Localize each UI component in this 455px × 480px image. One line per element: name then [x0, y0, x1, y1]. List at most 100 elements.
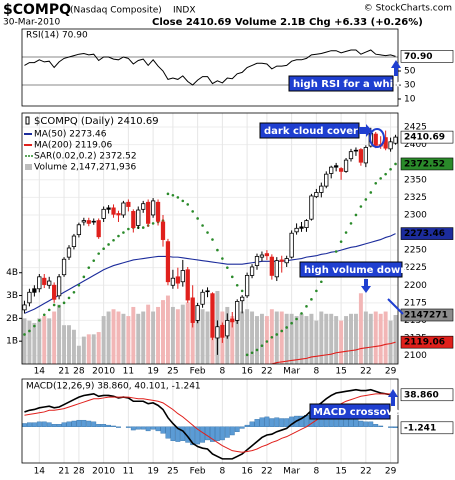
volume-bar [245, 309, 250, 364]
histogram-bar [373, 424, 379, 427]
volume-bar [274, 311, 279, 364]
sar-dot [354, 213, 358, 217]
sar-dot [57, 305, 61, 308]
volume-bar [131, 306, 136, 364]
sar-dot [87, 266, 91, 269]
candle-body [66, 247, 72, 258]
volume-bar [151, 311, 156, 364]
y-tick-label: 2425 [404, 123, 427, 133]
candle-body [205, 290, 210, 293]
legend-title: $COMPQ (Daily) 2410.69 [34, 116, 159, 127]
sar-dot [255, 348, 259, 352]
histogram-bar [363, 421, 369, 427]
x-tick-label: 16 [241, 467, 253, 477]
candle-body [284, 258, 289, 264]
x-tick-label: 14 [34, 467, 46, 477]
sar-dot [226, 266, 229, 269]
volume-bar [106, 311, 111, 364]
sar-dot [344, 231, 348, 234]
sar-dot [72, 290, 76, 294]
annotation-macd: MACD crossover [309, 389, 405, 420]
candle-body [334, 165, 339, 168]
histogram-bar [26, 422, 32, 427]
sar-dot [364, 198, 368, 201]
candle-body [52, 284, 57, 300]
sar-dot [230, 275, 234, 279]
volume-bar [116, 311, 121, 364]
candle-body [358, 149, 364, 163]
macd-line [24, 388, 396, 460]
sar-dot [310, 298, 313, 301]
sar-dot [379, 177, 382, 180]
volume-bar [353, 313, 358, 364]
candle-body [210, 293, 215, 338]
candle-body [91, 220, 96, 223]
candle-body [319, 185, 324, 193]
histogram-bar [81, 419, 87, 427]
x-tick-label: 8 [314, 367, 320, 377]
volume-tick-label: 3B [6, 291, 18, 301]
volume-bar [339, 320, 344, 364]
sar-dot [77, 283, 81, 287]
histogram-bar [190, 426, 196, 446]
volume-bar [373, 311, 378, 364]
x-tick-label: 19 [147, 367, 159, 377]
volume-bar [185, 302, 190, 364]
sar-dot [369, 191, 373, 194]
histogram-bar [239, 426, 245, 429]
legend-entry: MA(200) 2119.06 [34, 141, 112, 151]
volume-bar [121, 313, 126, 364]
x-tick-label: 8 [220, 367, 226, 377]
candle-body [71, 235, 77, 247]
sar-dot [97, 252, 100, 255]
volume-bar [190, 297, 195, 364]
overlay-value-label: 2372.52 [404, 159, 445, 169]
candle-body [37, 276, 42, 290]
candle-body [254, 256, 260, 266]
sar-dot [349, 222, 353, 225]
candle-body [121, 202, 126, 216]
candle-body [264, 253, 270, 257]
sar-dot [334, 250, 338, 253]
volume-bar [358, 293, 363, 364]
sar-dot [181, 199, 185, 203]
sar-dot [82, 275, 86, 279]
legend-icon [25, 164, 32, 170]
histogram-bar [140, 426, 146, 430]
volume-bar [146, 304, 151, 364]
histogram-bar [284, 418, 290, 427]
histogram-bar [274, 417, 280, 427]
histogram-bar [214, 426, 220, 441]
sar-dot [23, 333, 26, 336]
candle-body [338, 168, 344, 172]
price-value-label: 2410.69 [404, 133, 445, 143]
histogram-bar [368, 421, 374, 427]
volume-bar [96, 332, 101, 364]
volume-bar [240, 311, 245, 364]
candle-body [165, 241, 171, 283]
volume-bar [91, 334, 96, 364]
price-value-label-box [400, 130, 454, 144]
histogram-bar [205, 426, 210, 441]
candle-body [22, 304, 27, 311]
histogram-bar [76, 419, 82, 427]
x-tick-label: 28 [73, 467, 85, 477]
volume-bar [284, 313, 289, 364]
histogram-bar [130, 426, 136, 431]
sar-dot [171, 193, 175, 197]
volume-bar [180, 304, 185, 364]
sar-dot [295, 317, 298, 321]
x-tick-label: 22 [360, 467, 371, 477]
candle-body [220, 324, 225, 338]
candle-body [373, 133, 378, 146]
candle-body [353, 149, 359, 152]
sar-dot [201, 224, 204, 227]
overlay-value-label-box [400, 227, 454, 240]
volume-bar [71, 329, 76, 364]
x-tick-label: 29 [385, 367, 397, 377]
histogram-bar [244, 424, 250, 427]
sar-dot [112, 238, 115, 242]
volume-bar [156, 306, 161, 364]
volume-bar [67, 325, 71, 364]
